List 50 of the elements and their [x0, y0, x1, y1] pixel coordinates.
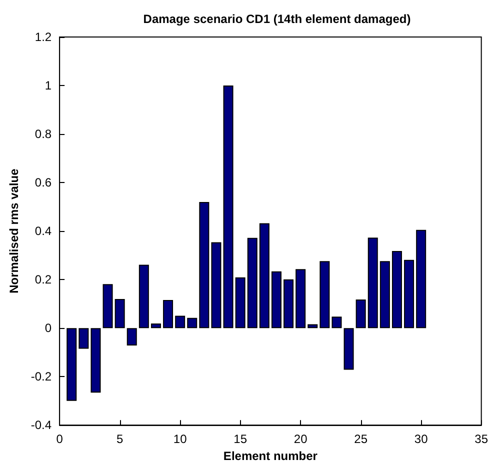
bar [247, 238, 258, 328]
y-tick-label: -0.2 [30, 370, 52, 384]
bar [332, 316, 342, 328]
bar [90, 328, 101, 393]
chart-title: Damage scenario CD1 (14th element damaged) [143, 12, 411, 26]
y-tick-label: -0.4 [30, 418, 52, 432]
bar [138, 264, 149, 328]
x-tick-label: 25 [354, 432, 368, 446]
bar [126, 328, 137, 346]
y-axis-title: Normalised rms value [7, 168, 21, 294]
bar [392, 250, 402, 328]
y-tick-label: 1.2 [34, 30, 52, 44]
x-tick-label: 30 [414, 432, 428, 446]
bar [66, 328, 77, 401]
bar [259, 223, 270, 328]
bar [404, 260, 414, 328]
bar [150, 323, 161, 328]
bar [380, 261, 390, 328]
y-tick-label: 1 [44, 78, 52, 93]
x-tick-label: 35 [474, 432, 488, 446]
bar [78, 328, 89, 349]
x-tick-label: 10 [173, 432, 188, 446]
bar [320, 261, 330, 328]
y-tick-label: 0.6 [34, 176, 52, 190]
bar [308, 324, 318, 328]
y-tick-label: 0 [44, 321, 52, 336]
bar [163, 300, 174, 328]
x-tick-label: 0 [56, 432, 64, 446]
bar [368, 238, 378, 328]
bar [114, 298, 125, 328]
bar [284, 279, 294, 328]
bar [223, 86, 234, 328]
bar [344, 328, 354, 370]
bar [211, 242, 222, 328]
bar [416, 230, 426, 328]
y-tick-label: 0.8 [34, 127, 52, 142]
bar [175, 316, 186, 328]
y-tick-label: 0.2 [34, 272, 52, 287]
bar [296, 269, 306, 328]
y-tick-label: 0.4 [34, 224, 52, 238]
bar [235, 277, 246, 328]
x-tick-label: 15 [234, 432, 248, 446]
bar [271, 271, 282, 328]
bar [356, 299, 366, 328]
x-axis-title: Element number [223, 449, 318, 463]
bar [102, 284, 113, 328]
bar [187, 318, 198, 328]
x-tick-label: 20 [294, 432, 308, 446]
bar [199, 202, 210, 328]
x-tick-label: 5 [116, 432, 124, 446]
